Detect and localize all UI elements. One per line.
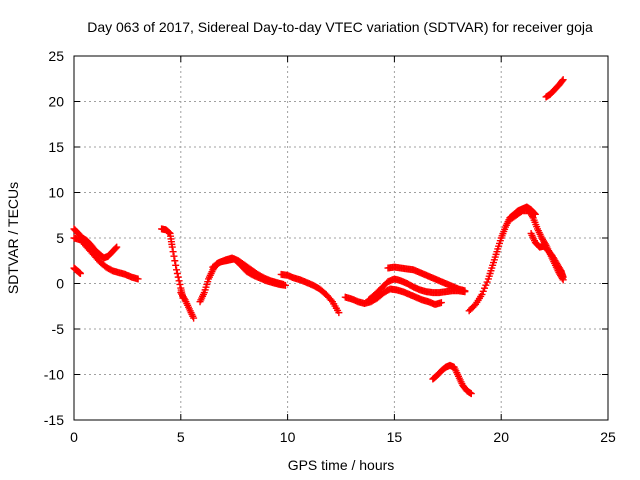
- x-axis-label: GPS time / hours: [288, 457, 395, 473]
- data-point: [559, 76, 567, 84]
- data-point: [165, 229, 173, 237]
- data-point: [437, 299, 445, 307]
- data-point: [168, 243, 176, 251]
- grid: [74, 56, 608, 420]
- series-seg-h: [277, 270, 343, 317]
- y-tick-labels: -15 -10 -5 0 5 10 15 20 25: [44, 48, 64, 428]
- data-point: [112, 244, 120, 252]
- data-point: [173, 269, 181, 277]
- data-point: [467, 390, 475, 398]
- data-point: [113, 243, 121, 251]
- series-seg-a: [70, 264, 84, 277]
- y-tick-label: 5: [56, 230, 64, 246]
- x-tick-label: 5: [177, 429, 185, 445]
- data-points: [70, 76, 567, 398]
- series-seg-i: [341, 285, 445, 308]
- data-point: [478, 290, 486, 298]
- data-point: [170, 252, 178, 260]
- x-tick-label: 0: [70, 429, 78, 445]
- data-point: [190, 314, 198, 322]
- data-point: [175, 277, 183, 285]
- series-seg-p: [542, 76, 567, 101]
- y-tick-label: 15: [48, 139, 64, 155]
- y-axis-label: SDTVAR / TECUs: [5, 182, 21, 294]
- y-tick-label: -15: [44, 412, 64, 428]
- data-point: [176, 280, 184, 288]
- data-point: [134, 275, 142, 283]
- series-seg-g: [209, 254, 287, 288]
- data-point: [174, 273, 182, 281]
- x-tick-label: 10: [280, 429, 296, 445]
- x-tick-label: 25: [600, 429, 616, 445]
- data-point: [335, 309, 343, 317]
- series-seg-m: [465, 203, 539, 315]
- y-tick-label: -5: [52, 321, 65, 337]
- x-tick-labels: 0 5 10 15 20 25: [70, 429, 616, 445]
- data-point: [479, 287, 487, 295]
- series-seg-c: [70, 234, 142, 283]
- data-point: [558, 77, 566, 85]
- data-point: [528, 213, 536, 221]
- data-point: [482, 281, 490, 289]
- series-seg-d: [158, 225, 187, 302]
- y-tick-label: 0: [56, 276, 64, 292]
- series-seg-e: [177, 289, 198, 322]
- y-tick-label: 20: [48, 94, 64, 110]
- y-tick-label: -10: [44, 367, 64, 383]
- data-point: [327, 296, 335, 304]
- data-point: [483, 278, 491, 286]
- data-point: [461, 287, 469, 295]
- data-point: [279, 280, 287, 288]
- series-seg-o: [527, 229, 567, 281]
- y-tick-label: 10: [48, 185, 64, 201]
- series-seg-l: [429, 361, 475, 398]
- data-point: [169, 248, 177, 256]
- data-point: [559, 273, 567, 281]
- series-seg-k: [384, 263, 469, 295]
- x-tick-label: 15: [387, 429, 403, 445]
- y-tick-label: 25: [48, 48, 64, 64]
- data-point: [76, 269, 84, 277]
- x-tick-label: 20: [493, 429, 509, 445]
- series-seg-b: [70, 225, 121, 262]
- data-point: [481, 284, 489, 292]
- data-point: [172, 261, 180, 269]
- data-point: [171, 257, 179, 265]
- chart-title: Day 063 of 2017, Sidereal Day-to-day VTE…: [87, 19, 593, 35]
- data-point: [173, 266, 181, 274]
